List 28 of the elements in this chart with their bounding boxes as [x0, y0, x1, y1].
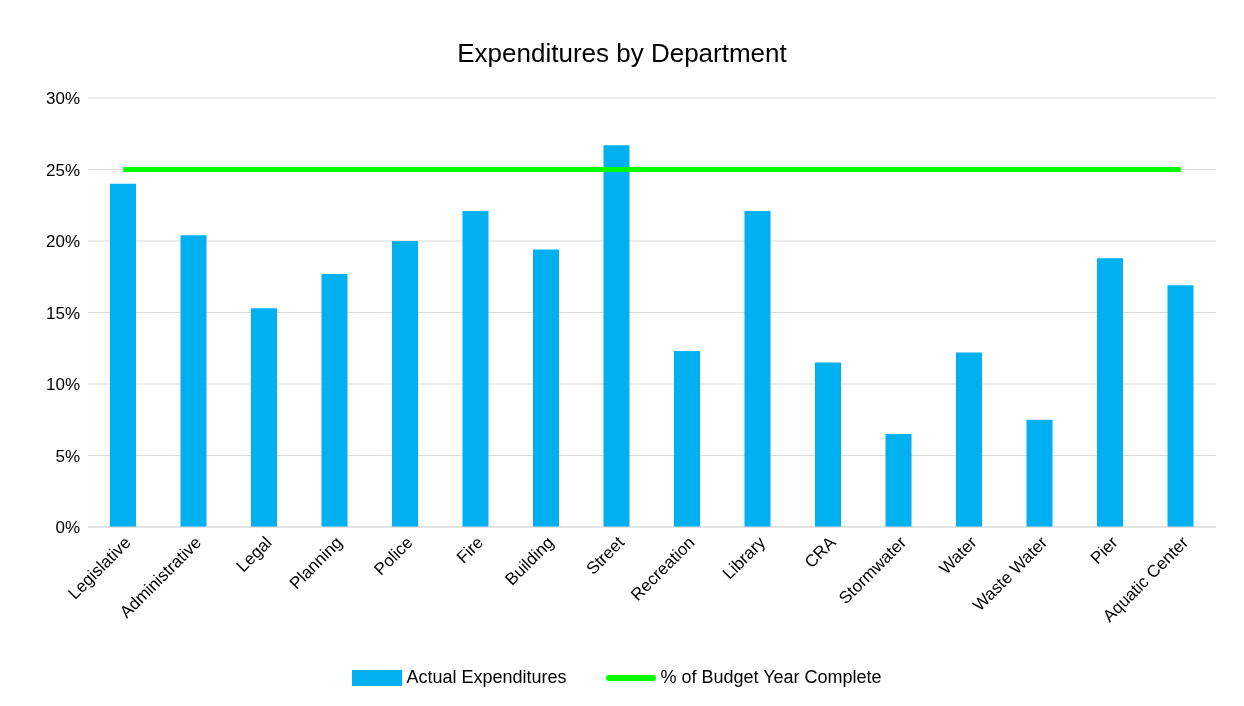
- bar: [392, 241, 418, 527]
- legend-label: Actual Expenditures: [406, 667, 567, 688]
- y-tick-label: 5%: [55, 446, 80, 466]
- bar: [251, 308, 277, 527]
- legend-label: % of Budget Year Complete: [660, 667, 882, 688]
- y-tick-label: 15%: [45, 303, 80, 323]
- y-tick-label: 20%: [45, 232, 80, 252]
- bar: [533, 249, 559, 527]
- bar: [815, 362, 841, 527]
- chart-title: Expenditures by Department: [456, 37, 788, 70]
- bar: [180, 235, 207, 527]
- bar: [674, 351, 700, 527]
- bar: [1167, 285, 1194, 527]
- y-tick-label: 30%: [45, 89, 80, 109]
- bar: [321, 273, 348, 527]
- x-tick-label: Pier: [1086, 532, 1122, 568]
- y-tick-label: 25%: [45, 160, 80, 180]
- x-tick-label: Fire: [452, 532, 488, 568]
- bar: [462, 210, 489, 527]
- bar: [744, 210, 771, 527]
- bar: [603, 145, 630, 527]
- y-tick-label: 10%: [45, 375, 80, 395]
- bar: [885, 434, 912, 527]
- y-tick-label: 0%: [55, 518, 80, 538]
- bar: [1026, 419, 1053, 527]
- bar: [1097, 258, 1123, 527]
- bar: [110, 183, 136, 527]
- bar: [956, 352, 982, 527]
